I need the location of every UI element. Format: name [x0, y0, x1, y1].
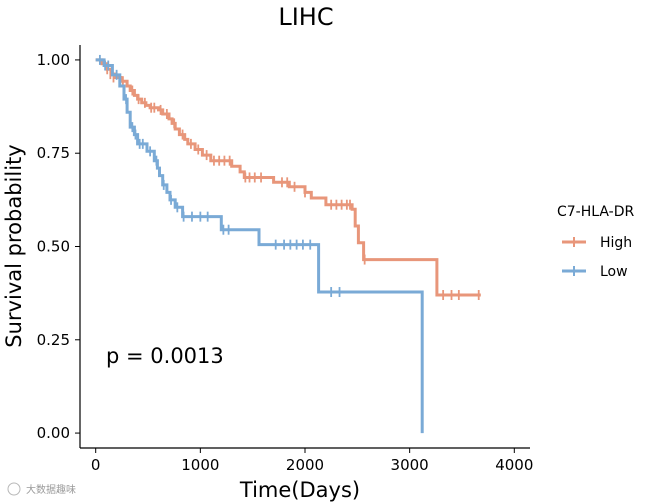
x-tick-label: 4000: [495, 456, 533, 474]
watermark: 大数据趣味: [7, 482, 76, 496]
y-tick-label: 0.75: [37, 144, 70, 162]
series-high: [95, 58, 481, 301]
y-tick-label: 0.00: [37, 424, 70, 442]
legend: C7-HLA-DR High Low: [557, 204, 634, 280]
x-ticks: 0 1000 2000 3000 4000: [91, 448, 533, 474]
legend-title: C7-HLA-DR: [557, 204, 634, 220]
y-tick-label: 1.00: [37, 51, 70, 69]
p-value-annotation: p = 0.0013: [106, 344, 224, 368]
chart-title: LIHC: [278, 3, 333, 31]
x-axis-title: Time(Days): [239, 478, 360, 502]
series-low: [95, 54, 424, 434]
y-tick-label: 0.50: [37, 238, 70, 256]
legend-label-high: High: [600, 235, 632, 251]
x-tick-label: 0: [91, 456, 101, 474]
legend-label-low: Low: [600, 264, 628, 280]
x-tick-label: 3000: [391, 456, 429, 474]
x-tick-label: 2000: [286, 456, 324, 474]
survival-curve-low: [95, 58, 424, 434]
legend-items: High Low: [562, 235, 632, 280]
legend-item-high: High: [562, 235, 632, 251]
survival-curve-high: [95, 58, 481, 297]
x-tick-label: 1000: [181, 456, 219, 474]
y-ticks: 0.00 0.25 0.50 0.75 1.00: [37, 51, 80, 442]
legend-item-low: Low: [562, 264, 628, 280]
y-axis-title: Survival probability: [2, 144, 26, 347]
plot-area: [95, 54, 481, 434]
watermark-logo-icon: [7, 482, 21, 496]
watermark-text: 大数据趣味: [26, 483, 76, 496]
y-tick-label: 0.25: [37, 331, 70, 349]
